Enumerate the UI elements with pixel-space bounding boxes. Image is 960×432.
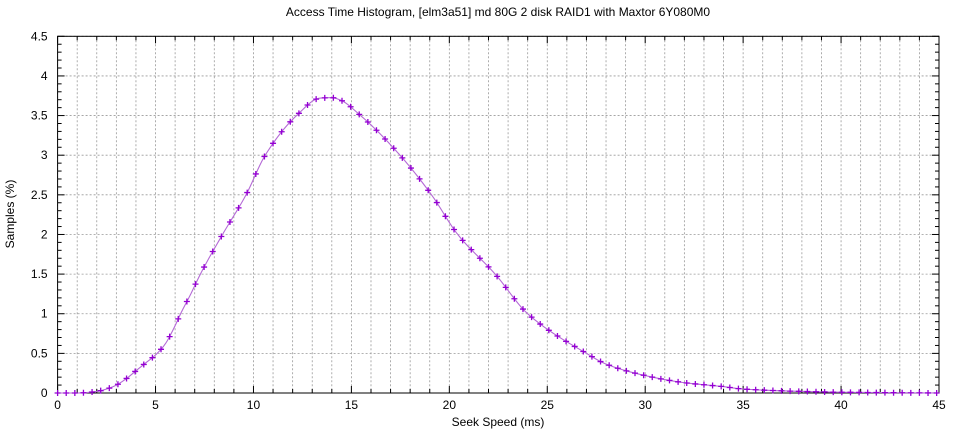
- svg-text:3: 3: [41, 148, 48, 162]
- svg-text:2.5: 2.5: [31, 188, 48, 202]
- svg-text:1: 1: [41, 307, 48, 321]
- svg-text:5: 5: [152, 398, 159, 412]
- svg-text:Samples (%): Samples (%): [3, 180, 17, 249]
- svg-text:30: 30: [639, 398, 653, 412]
- svg-text:40: 40: [834, 398, 848, 412]
- svg-text:35: 35: [736, 398, 750, 412]
- svg-text:45: 45: [932, 398, 946, 412]
- svg-text:0.5: 0.5: [31, 346, 48, 360]
- svg-text:15: 15: [345, 398, 359, 412]
- svg-text:4.5: 4.5: [31, 29, 48, 43]
- svg-text:20: 20: [443, 398, 457, 412]
- svg-text:2: 2: [41, 227, 48, 241]
- svg-text:10: 10: [247, 398, 261, 412]
- svg-text:4: 4: [41, 69, 48, 83]
- svg-text:0: 0: [54, 398, 61, 412]
- svg-text:0: 0: [41, 386, 48, 400]
- svg-text:3.5: 3.5: [31, 109, 48, 123]
- svg-text:Access Time Histogram, [elm3a5: Access Time Histogram, [elm3a51] md 80G …: [286, 5, 710, 19]
- svg-text:25: 25: [541, 398, 555, 412]
- svg-text:1.5: 1.5: [31, 267, 48, 281]
- svg-text:Seek Speed (ms): Seek Speed (ms): [452, 415, 545, 429]
